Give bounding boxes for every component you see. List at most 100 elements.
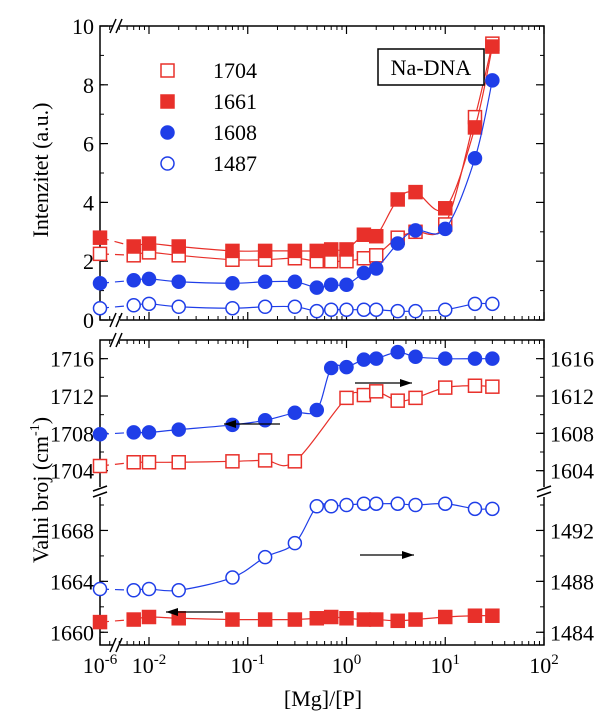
- legend-entry-1608: 1608: [160, 120, 257, 145]
- legend-label-1661: 1661: [213, 89, 257, 114]
- bottom-upper-series-1608-point: [356, 352, 372, 367]
- x-tick-label-base: 10: [431, 653, 453, 678]
- bottom-lower-series-1661-point: [92, 614, 108, 630]
- bottom-upper-series-1608-line: [133, 351, 493, 434]
- top-x-break-lower-slash-a: [109, 312, 117, 328]
- bottom-lower-series-1661-point: [467, 608, 483, 623]
- x-tick-label-exp: 0: [354, 652, 362, 668]
- bottom-lower-series-1487-point: [368, 496, 384, 511]
- bottom-lower-series-1487-point: [438, 496, 453, 511]
- bottom-lower-series-1661-point: [339, 611, 354, 626]
- bottom-lower-series-1487-point: [356, 496, 372, 511]
- bottom-lower-series-1661-point: [141, 609, 157, 625]
- x-tick-label-base: 10: [83, 653, 105, 678]
- x-tick-label-base: 10: [529, 653, 551, 678]
- top-series-1487-point: [126, 298, 141, 313]
- bottom-upper-right-ytick-label: 1608: [550, 421, 594, 446]
- top-left-ytick-label: 0: [83, 308, 94, 333]
- bottom-upper-series-1608-point: [126, 425, 141, 440]
- bottom-lower-series-1661-point: [126, 612, 141, 627]
- bottom-upper-left-ytick-label: 1716: [50, 347, 94, 372]
- top-series-1661-point: [92, 230, 108, 245]
- bottom-lower-series-1661-point: [309, 611, 325, 626]
- bottom-upper-series-1608-point: [390, 344, 405, 360]
- top-series-1661-point: [323, 242, 339, 257]
- bottom-upper-series-1704-point: [368, 384, 384, 399]
- bottom-lower-series-1487-line: [133, 502, 493, 592]
- arrow-1608-right-axis-head: [400, 379, 412, 387]
- bottom-lower-series-1661-point: [390, 613, 405, 629]
- top-left-ytick-label: 2: [83, 249, 94, 274]
- bottom-lower-series-1661-point: [323, 609, 339, 625]
- bottom-lower-series-1661-point: [257, 612, 273, 627]
- top-left-ytick-label: 10: [72, 14, 94, 39]
- bottom-upper-series-1608-point: [141, 425, 157, 440]
- top-series-1608-point: [287, 274, 303, 290]
- x-tick-label: 10-1: [231, 652, 266, 678]
- bottom-upper-right-ytick-label: 1612: [550, 384, 594, 409]
- legend: 1704 1661 1608 1487: [160, 58, 257, 176]
- legend-label-1608: 1608: [213, 120, 257, 145]
- top-series-1661-point: [339, 242, 354, 257]
- bottom-x-break-upper-gap: [113, 335, 120, 345]
- y-break-slash-a-right: [536, 485, 552, 492]
- top-series-1608-point: [309, 280, 325, 295]
- bottom-lower-right-ytick-label: 1484: [550, 620, 594, 645]
- bottom-lower-left-ytick-label: 1660: [50, 620, 94, 645]
- top-left-ytick-label: 4: [83, 190, 94, 215]
- top-series-1487-point: [92, 300, 108, 316]
- top-series-1608-point: [438, 221, 453, 237]
- bottom-lower-series-1661-line: [133, 615, 493, 622]
- bottom-upper-series-1704-line: [133, 385, 493, 467]
- top-series-1487-point: [141, 296, 157, 312]
- bottom-y-axis-title-sup: -1: [28, 424, 43, 436]
- top-series-1661-point: [287, 243, 303, 259]
- top-series-1608-point: [323, 277, 339, 292]
- bottom-upper-series-1608-point: [287, 405, 303, 421]
- top-series-1487-point: [390, 303, 405, 319]
- bottom-upper-series-1704-point: [339, 390, 354, 406]
- bottom-lower-left-ytick-label: 1668: [50, 518, 94, 543]
- legend-marker-1487: [160, 156, 175, 171]
- legend-entry-1661: 1661: [160, 89, 257, 114]
- top-series-1661-point: [368, 228, 384, 244]
- top-series-1661-point: [356, 227, 372, 242]
- x-tick-label: 102: [529, 652, 559, 678]
- bottom-upper-left-ytick-label: 1708: [50, 421, 94, 446]
- bottom-upper-series-1704-point: [408, 390, 423, 406]
- top-series-1704-point: [368, 248, 384, 263]
- top-series-1608-point: [390, 236, 405, 251]
- top-series-1661-point: [485, 39, 500, 54]
- top-series-1608-point: [339, 277, 354, 292]
- bottom-upper-series-1608-point: [92, 427, 108, 442]
- bottom-lower-series-1487-point: [309, 499, 325, 514]
- bottom-lower-series-1661-point: [438, 609, 453, 625]
- bottom-upper-series-1704-point: [126, 455, 141, 470]
- bottom-upper-right-ytick-label: 1604: [550, 459, 594, 484]
- bottom-y-axis-title-end: ): [28, 417, 53, 424]
- y-break-slash-a-left: [92, 485, 108, 492]
- bottom-upper-series-1608-point: [309, 402, 325, 418]
- bottom-lower-series-1661-point: [368, 612, 384, 627]
- bottom-upper-series-1608-point: [323, 360, 339, 376]
- top-series-1487-point: [323, 302, 339, 317]
- x-tick-label: 100: [332, 652, 362, 678]
- legend-label-1487: 1487: [213, 151, 257, 176]
- top-series-1487-point: [257, 299, 273, 315]
- top-series-1661-point: [257, 243, 273, 259]
- x-tick-label-exp: -1: [253, 652, 266, 668]
- top-series-1661-point: [141, 236, 157, 251]
- top-series-1608-point: [408, 223, 423, 238]
- x-tick-label-base: 10: [132, 653, 154, 678]
- top-series-1487-point: [309, 303, 325, 319]
- bottom-upper-series-1608-point: [408, 349, 423, 365]
- bottom-lower-series-1487-point: [408, 497, 423, 513]
- top-left-ytick-label: 8: [83, 73, 94, 98]
- sample-label-frame: [377, 48, 485, 86]
- top-series-1608-point: [356, 265, 372, 281]
- top-series-1704-point: [92, 246, 108, 262]
- bottom-lower-series-1487-point: [485, 501, 500, 517]
- bottom-lower-series-1487-point: [171, 583, 186, 598]
- bottom-lower-series-1487-point: [126, 583, 141, 598]
